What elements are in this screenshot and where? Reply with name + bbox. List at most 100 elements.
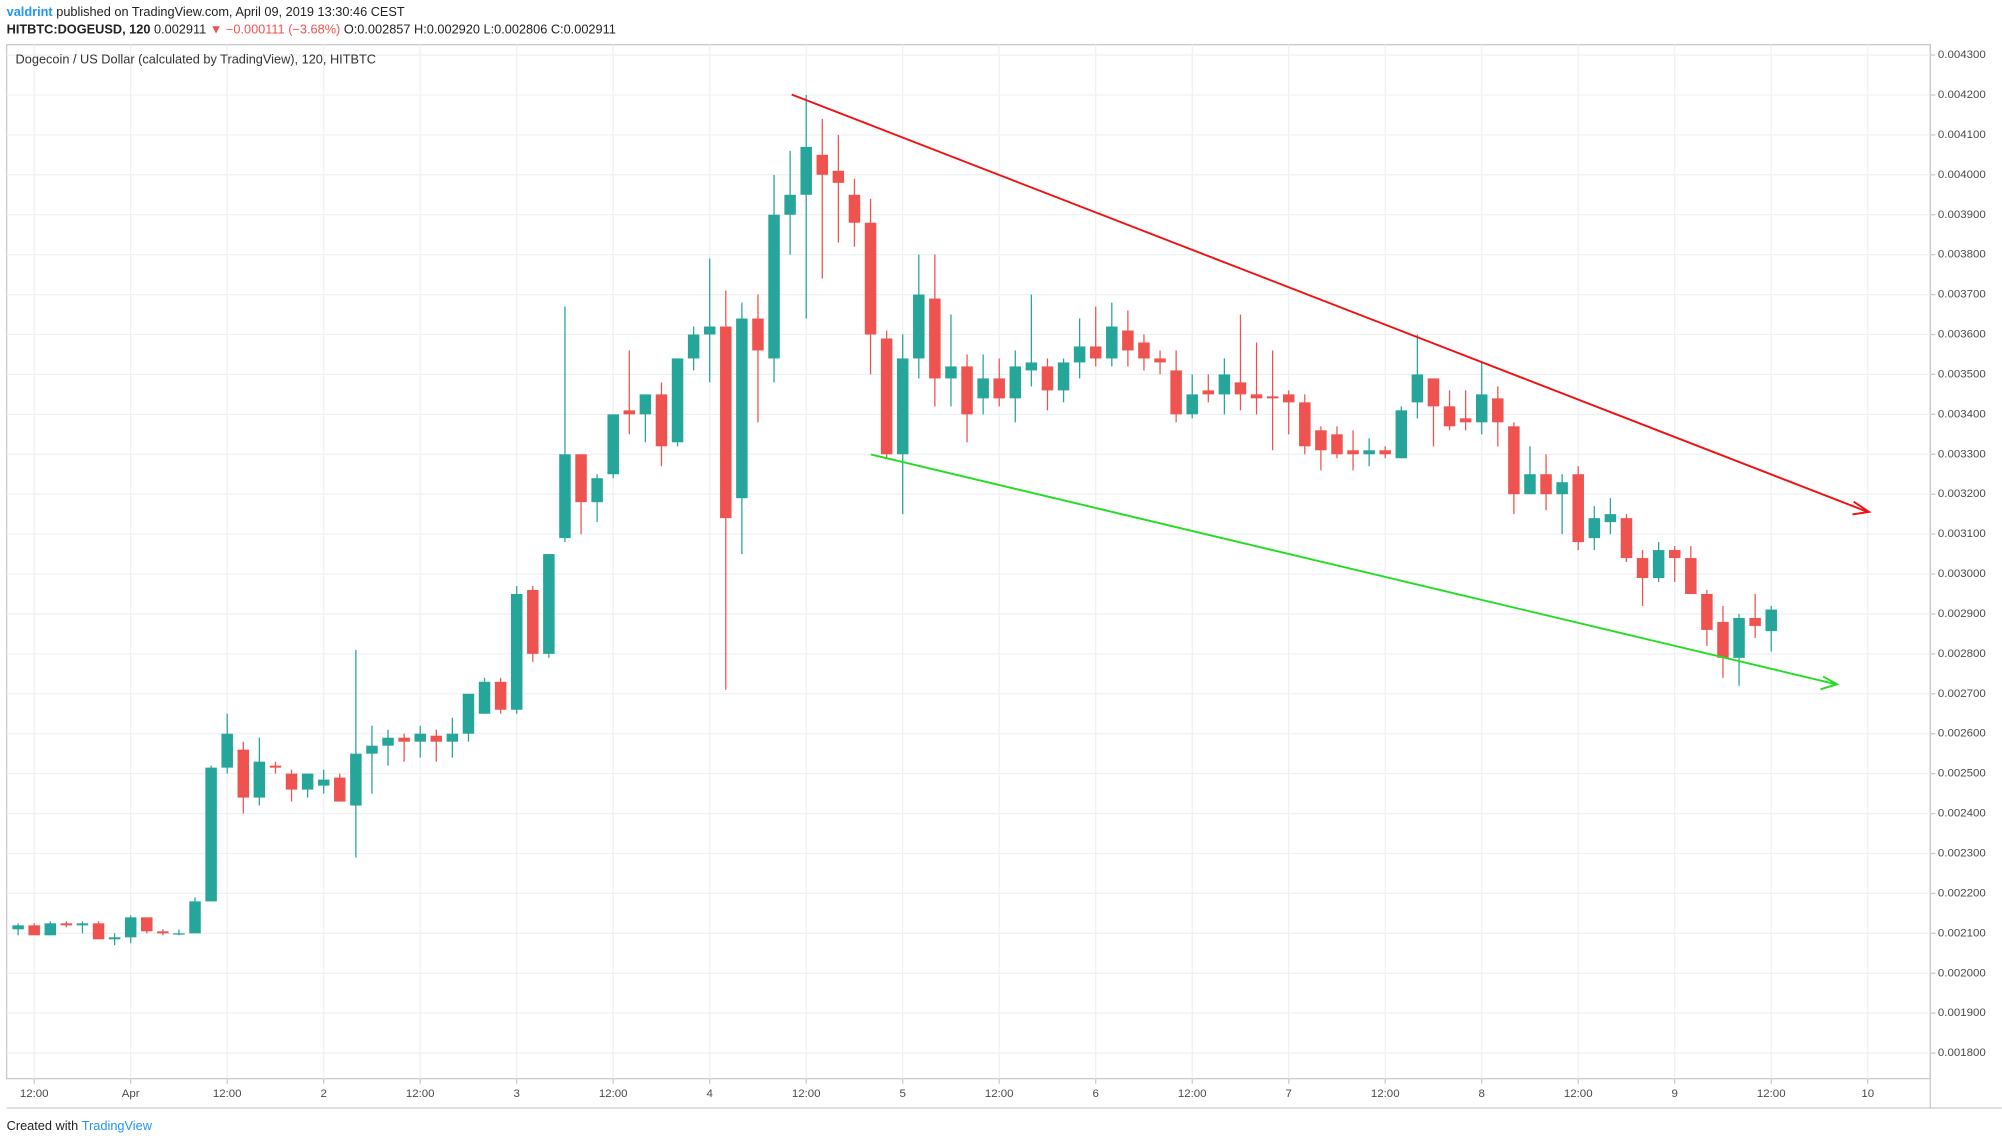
candle-body — [655, 394, 668, 447]
candle-body — [1138, 342, 1150, 359]
header: valdrint published on TradingView.com, A… — [7, 4, 405, 19]
y-tick-label: 0.003200 — [1938, 488, 1986, 500]
candle-body — [1572, 474, 1584, 543]
candle-body — [1701, 593, 1713, 630]
candle-body — [1717, 621, 1729, 658]
candle-body — [977, 378, 989, 399]
x-tick-label: 12:00 — [792, 1088, 821, 1100]
candle-body — [591, 478, 603, 503]
footer: Created with TradingView — [7, 1119, 153, 1134]
candle-body — [1540, 474, 1552, 495]
x-tick-label: 12:00 — [1564, 1088, 1593, 1100]
y-tick-label: 0.003800 — [1938, 249, 1986, 261]
candle-body — [1073, 346, 1086, 363]
candle-body — [60, 923, 73, 926]
candle-body — [1299, 402, 1311, 447]
x-tick-label: 12:00 — [213, 1088, 242, 1100]
y-tick-label: 0.003900 — [1938, 209, 1986, 221]
candle-body — [527, 589, 539, 654]
candle-body — [929, 298, 941, 379]
change: ▼ −0.000111 (−3.68%) — [210, 22, 341, 37]
candle-body — [1765, 609, 1777, 632]
arrow-head — [1852, 500, 1872, 516]
candle-body — [559, 454, 571, 539]
candle-body — [366, 745, 378, 754]
y-tick-label: 0.002700 — [1938, 688, 1986, 700]
candle-body — [334, 777, 346, 802]
candle-body — [285, 773, 298, 790]
candle-body — [752, 318, 764, 351]
candle-body — [1347, 450, 1359, 455]
candle-body — [703, 326, 716, 335]
candle-body — [1636, 558, 1649, 579]
candle-body — [816, 154, 829, 175]
brand[interactable]: TradingView — [82, 1119, 153, 1134]
candle-body — [1154, 358, 1166, 363]
trend-lines — [791, 93, 1872, 691]
candle-body — [913, 294, 925, 359]
candle-body — [317, 779, 330, 786]
candle-body — [993, 378, 1005, 399]
y-tick-label: 0.003000 — [1938, 568, 1986, 580]
candle-body — [800, 146, 812, 195]
candle-body — [864, 222, 877, 335]
x-tick-label: 12:00 — [1757, 1088, 1786, 1100]
author[interactable]: valdrint — [7, 4, 54, 19]
candle-body — [189, 901, 201, 934]
candle-body — [1363, 450, 1375, 455]
candle-body — [157, 931, 169, 934]
x-tick-label: 12:00 — [406, 1088, 435, 1100]
candle-body — [1668, 550, 1681, 559]
candle-body — [430, 735, 443, 742]
candle-body — [1218, 374, 1231, 395]
x-tick-label: 4 — [707, 1088, 714, 1100]
candle-body — [1556, 482, 1568, 495]
candle-body — [1041, 366, 1054, 391]
x-tick-label: 6 — [1093, 1088, 1099, 1100]
x-tick-label: 12:00 — [1178, 1088, 1207, 1100]
candle-body — [784, 194, 796, 215]
candle-body — [173, 933, 185, 935]
candle-body — [221, 733, 233, 768]
candle-body — [205, 767, 217, 902]
candle-body — [462, 693, 475, 734]
candle-body — [253, 761, 266, 798]
candle-body — [269, 765, 282, 768]
candle-body — [945, 366, 957, 379]
candle-body — [1122, 330, 1134, 351]
candle-body — [1106, 326, 1118, 359]
candle-body — [1411, 374, 1424, 403]
candle-body — [446, 733, 459, 742]
candle-body — [510, 593, 523, 710]
x-tick-label: 12:00 — [20, 1088, 49, 1100]
y-tick-label: 0.002600 — [1938, 728, 1986, 740]
y-tick-label: 0.003100 — [1938, 528, 1986, 540]
candle-body — [1089, 346, 1102, 359]
y-tick-label: 0.004100 — [1938, 129, 1986, 141]
candle-body — [44, 923, 57, 936]
candle-body — [768, 214, 780, 359]
candle-body — [1057, 362, 1070, 391]
candle-body — [92, 923, 105, 940]
y-tick-label: 0.004000 — [1938, 169, 1986, 181]
x-tick-label: 5 — [900, 1088, 906, 1100]
y-tick-label: 0.002400 — [1938, 808, 1986, 820]
candle-body — [1170, 370, 1182, 415]
candle-body — [141, 917, 153, 932]
candle-body — [12, 925, 24, 930]
candle-body — [543, 554, 555, 654]
candle-body — [398, 737, 410, 742]
candle-body — [1492, 398, 1504, 423]
candle-body — [478, 681, 491, 714]
candle-body — [896, 358, 909, 455]
candle-body — [1395, 410, 1408, 459]
candle-body — [832, 170, 845, 183]
support-line — [870, 453, 1837, 686]
candle-body — [108, 937, 121, 940]
x-tick-label: 9 — [1672, 1088, 1678, 1100]
candle-body — [607, 414, 619, 475]
x-tick-label: 3 — [514, 1088, 520, 1100]
candle-body — [1186, 394, 1198, 415]
candle-body — [1282, 394, 1295, 403]
